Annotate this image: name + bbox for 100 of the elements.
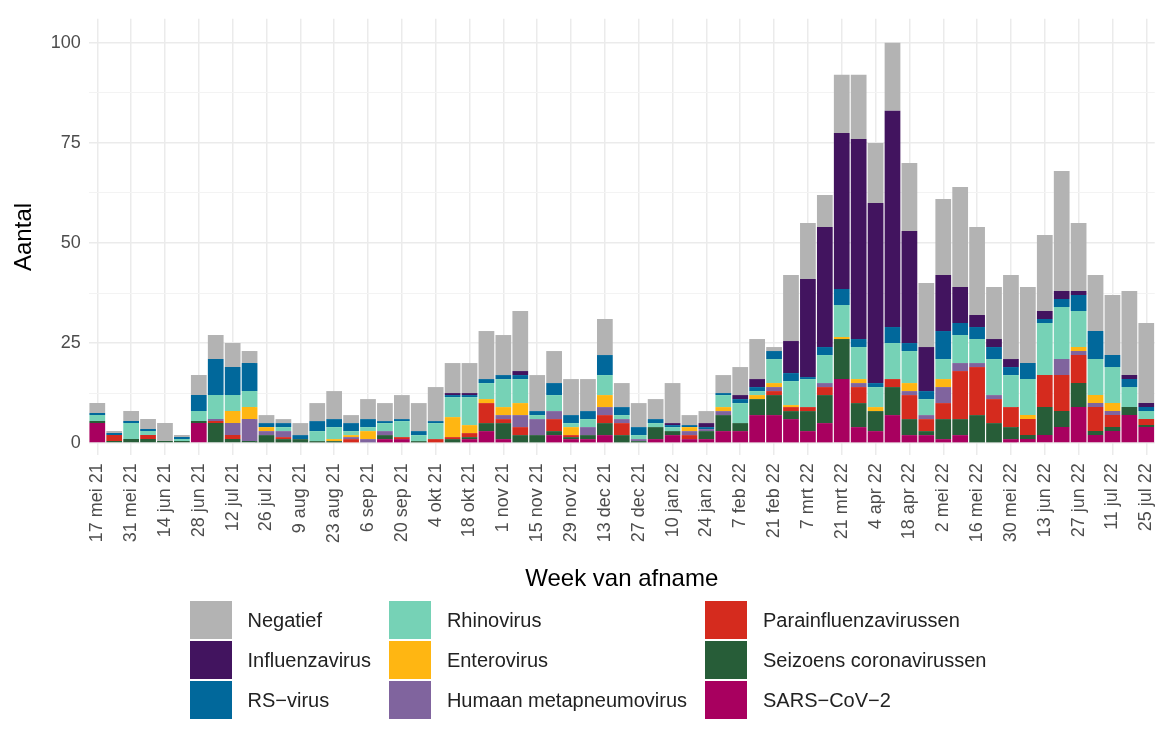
bar — [749, 379, 766, 388]
bar — [1087, 431, 1104, 436]
bar — [597, 319, 613, 356]
bar — [444, 397, 461, 418]
x-tick-label: 31 mei 21 — [120, 463, 141, 543]
bar — [546, 411, 562, 420]
x-tick-label: 27 dec 21 — [627, 463, 648, 543]
bar — [275, 431, 292, 438]
bar — [258, 423, 275, 428]
x-tick-label: 27 jun 22 — [1067, 463, 1088, 538]
bar — [89, 403, 106, 414]
bar — [89, 413, 106, 416]
bar — [681, 425, 698, 428]
bar — [123, 421, 139, 424]
legend-label: Influenzavirus — [247, 648, 371, 672]
bar — [918, 399, 935, 416]
bar — [884, 42, 901, 111]
bar — [1087, 407, 1104, 432]
x-tick-label: 13 jun 22 — [1033, 463, 1054, 538]
bar — [681, 435, 698, 440]
x-tick-label: 2 mei 22 — [932, 463, 953, 533]
legend-label: SARS−CoV−2 — [763, 688, 891, 712]
bar — [986, 347, 1002, 360]
bar — [918, 283, 935, 348]
bar — [816, 347, 833, 356]
bar — [1087, 395, 1104, 404]
bar — [1070, 383, 1087, 408]
bar — [1087, 435, 1104, 443]
bar — [1087, 274, 1104, 332]
bar — [613, 423, 630, 436]
x-tick-label: 21 feb 22 — [763, 463, 784, 539]
bar — [681, 415, 698, 426]
bar — [867, 387, 884, 408]
bar — [833, 289, 850, 306]
bar — [884, 379, 901, 388]
bar — [140, 435, 156, 440]
x-tick-label: 30 mei 22 — [999, 463, 1020, 543]
bar — [732, 399, 749, 404]
bar — [478, 399, 495, 404]
bar — [292, 435, 309, 440]
bar — [1138, 403, 1155, 408]
bar — [258, 435, 275, 443]
legend-label: Rhinovirus — [446, 608, 542, 632]
x-tick-label: 24 jan 22 — [695, 463, 716, 538]
bar — [360, 439, 376, 443]
bar — [597, 395, 613, 408]
bar — [901, 351, 918, 384]
bar — [597, 375, 613, 396]
bar — [698, 423, 715, 428]
bar — [512, 427, 529, 436]
bar — [884, 387, 901, 416]
bar — [867, 142, 884, 203]
bar — [901, 230, 918, 344]
bar — [258, 431, 275, 436]
bar — [478, 379, 495, 384]
bar — [275, 427, 292, 432]
bar — [850, 339, 867, 348]
bar — [783, 405, 799, 408]
bar — [1070, 351, 1087, 356]
bar — [850, 383, 867, 388]
bar — [918, 347, 935, 392]
bar — [918, 391, 935, 400]
legend-label: Enterovirus — [446, 648, 549, 672]
bar — [715, 407, 732, 412]
x-tick-label: 18 okt 21 — [458, 463, 479, 538]
bar — [816, 383, 833, 388]
bar — [258, 427, 275, 432]
bar — [1104, 411, 1121, 416]
bar — [275, 419, 292, 424]
x-tick-label: 28 jun 21 — [187, 463, 208, 538]
bar — [1104, 355, 1121, 368]
x-tick-label: 15 nov 21 — [526, 463, 547, 543]
bar — [275, 423, 292, 428]
bar — [613, 419, 630, 424]
bar — [681, 431, 698, 436]
x-tick-label: 16 mei 22 — [966, 463, 987, 543]
bar — [1019, 415, 1036, 420]
bar — [1104, 367, 1121, 404]
bar — [1036, 311, 1053, 320]
bar — [444, 417, 461, 438]
bar — [427, 421, 444, 424]
bar — [1138, 425, 1155, 428]
bar — [698, 411, 715, 424]
bar — [427, 439, 444, 443]
bar — [190, 395, 207, 412]
bar — [563, 427, 579, 436]
x-tick-label: 6 sep 21 — [356, 463, 377, 533]
bar — [377, 431, 393, 436]
bar — [986, 339, 1002, 348]
x-tick-label: 20 sep 21 — [390, 463, 411, 543]
bar — [190, 423, 207, 443]
bar — [1121, 387, 1138, 408]
bar — [630, 427, 647, 436]
bar — [512, 371, 529, 376]
x-tick-label: 14 jun 21 — [153, 463, 174, 538]
bar — [580, 427, 596, 436]
x-tick-label: 18 apr 22 — [898, 463, 919, 540]
bar — [89, 421, 106, 424]
bar — [393, 419, 410, 422]
bar — [224, 435, 241, 440]
